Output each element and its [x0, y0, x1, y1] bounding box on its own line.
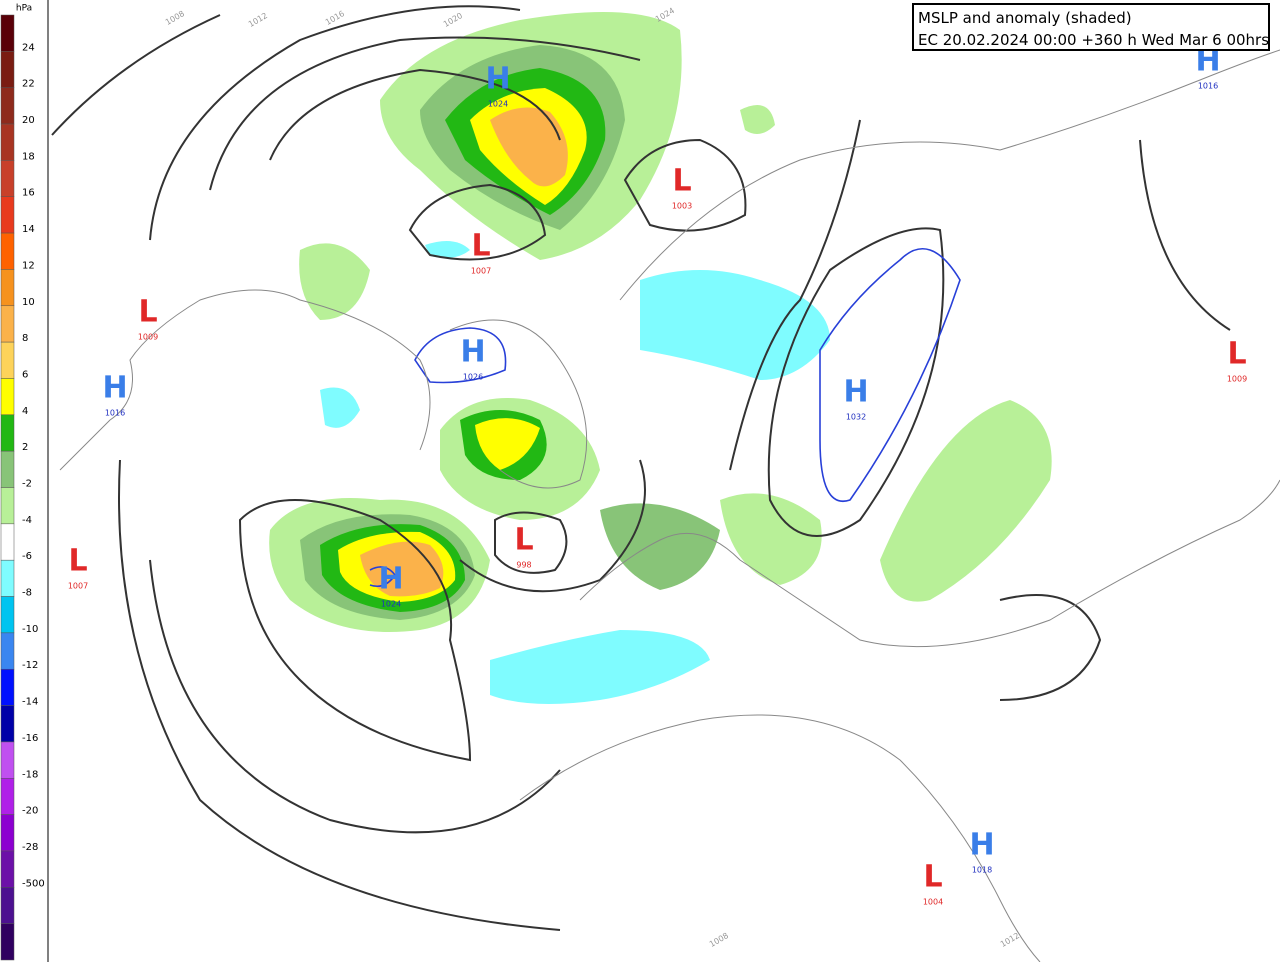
legend-label: -14 — [22, 697, 38, 708]
legend-swatch — [0, 14, 15, 52]
legend-swatch — [0, 123, 15, 161]
legend-swatch — [0, 923, 15, 961]
legend-label: 12 — [22, 260, 35, 271]
legend-label: -16 — [22, 733, 38, 744]
legend-swatch — [0, 450, 15, 488]
legend-label: -6 — [22, 551, 32, 562]
legend-label: -4 — [22, 515, 32, 526]
legend-swatch — [0, 778, 15, 815]
coastlines — [59, 49, 1280, 962]
legend-label: -10 — [22, 624, 38, 635]
isobars — [51, 5, 1231, 931]
legend-unit: hPa — [16, 4, 32, 14]
pressure-center-value: 1004 — [923, 898, 943, 907]
pressure-center-value: 1007 — [68, 582, 88, 591]
pressure-center-value: 1026 — [463, 373, 483, 382]
pressure-center-letter: L — [672, 164, 691, 199]
legend-label: 4 — [22, 406, 28, 417]
pressure-center-letter: H — [843, 375, 868, 410]
legend-label: 6 — [22, 369, 28, 380]
legend-swatch — [0, 668, 15, 706]
title-line: MSLP and anomaly (shaded) — [918, 9, 1132, 27]
anomaly-shading — [269, 12, 1052, 704]
pressure-center-value: 998 — [516, 561, 531, 570]
pressure-center-value: 1009 — [1227, 375, 1247, 384]
pressure-center-value: 1003 — [672, 202, 692, 211]
legend-label: -2 — [22, 479, 32, 490]
legend-swatch — [0, 414, 15, 452]
pressure-center-value: 1024 — [381, 600, 401, 609]
legend-label: 14 — [22, 224, 35, 235]
legend-swatch — [0, 232, 15, 270]
legend-label: -12 — [22, 660, 38, 671]
pressure-center-letter: L — [138, 295, 157, 330]
pressure-center-value: 1032 — [846, 413, 866, 422]
legend-swatch — [0, 705, 15, 743]
legend-swatch — [0, 523, 15, 561]
map-background — [50, 0, 1280, 962]
legend-label: 24 — [22, 42, 35, 53]
legend-swatch — [0, 160, 15, 197]
legend-swatch — [0, 487, 15, 525]
legend-swatch — [0, 632, 15, 670]
pressure-center-letter: H — [485, 62, 510, 97]
legend-swatch — [0, 378, 15, 416]
pressure-center-value: 1018 — [972, 866, 992, 875]
legend-swatch — [0, 850, 15, 888]
pressure-center-letter: L — [1227, 337, 1246, 372]
subtitle-line: EC 20.02.2024 00:00 +360 h Wed Mar 6 00h… — [918, 31, 1270, 49]
legend-label: 18 — [22, 151, 35, 162]
pressure-center-letter: H — [378, 562, 403, 597]
pressure-center-value: 1009 — [138, 333, 158, 342]
pressure-center-value: 1024 — [488, 100, 508, 109]
legend-swatch — [0, 887, 15, 924]
legend-swatch — [0, 341, 15, 379]
legend-swatch — [0, 741, 15, 779]
legend-swatch — [0, 196, 15, 234]
high-contours — [369, 248, 961, 588]
pressure-center-value: 1016 — [105, 409, 125, 418]
legend-label: 2 — [22, 442, 28, 453]
legend-label: 10 — [22, 297, 35, 308]
pressure-center-letter: L — [923, 860, 942, 895]
legend-swatch — [0, 269, 15, 307]
pressure-center-letter: H — [102, 371, 127, 406]
legend-label: -8 — [22, 588, 32, 599]
pressure-center-value: 1007 — [471, 267, 491, 276]
legend-label: -500 — [22, 878, 45, 889]
legend-swatch — [0, 87, 15, 125]
legend-swatch — [0, 559, 15, 597]
pressure-center-letter: L — [471, 229, 490, 264]
pressure-center-letter: L — [514, 523, 533, 558]
legend-swatch — [0, 596, 15, 634]
pressure-center-value: 1016 — [1198, 82, 1218, 91]
legend-swatch — [0, 305, 15, 343]
pressure-center-letter: H — [460, 335, 485, 370]
legend-label: -18 — [22, 769, 38, 780]
legend-label: 20 — [22, 115, 35, 126]
legend-label: -20 — [22, 806, 38, 817]
legend-label: 16 — [22, 188, 35, 199]
legend-swatch — [0, 814, 15, 852]
legend-swatch — [0, 51, 15, 88]
legend-label: 22 — [22, 79, 35, 90]
pressure-center-letter: L — [68, 544, 87, 579]
legend-label: 8 — [22, 333, 28, 344]
pressure-center-letter: H — [969, 828, 994, 863]
title-box: MSLP and anomaly (shaded) EC 20.02.2024 … — [912, 3, 1270, 51]
legend-label: -28 — [22, 842, 38, 853]
